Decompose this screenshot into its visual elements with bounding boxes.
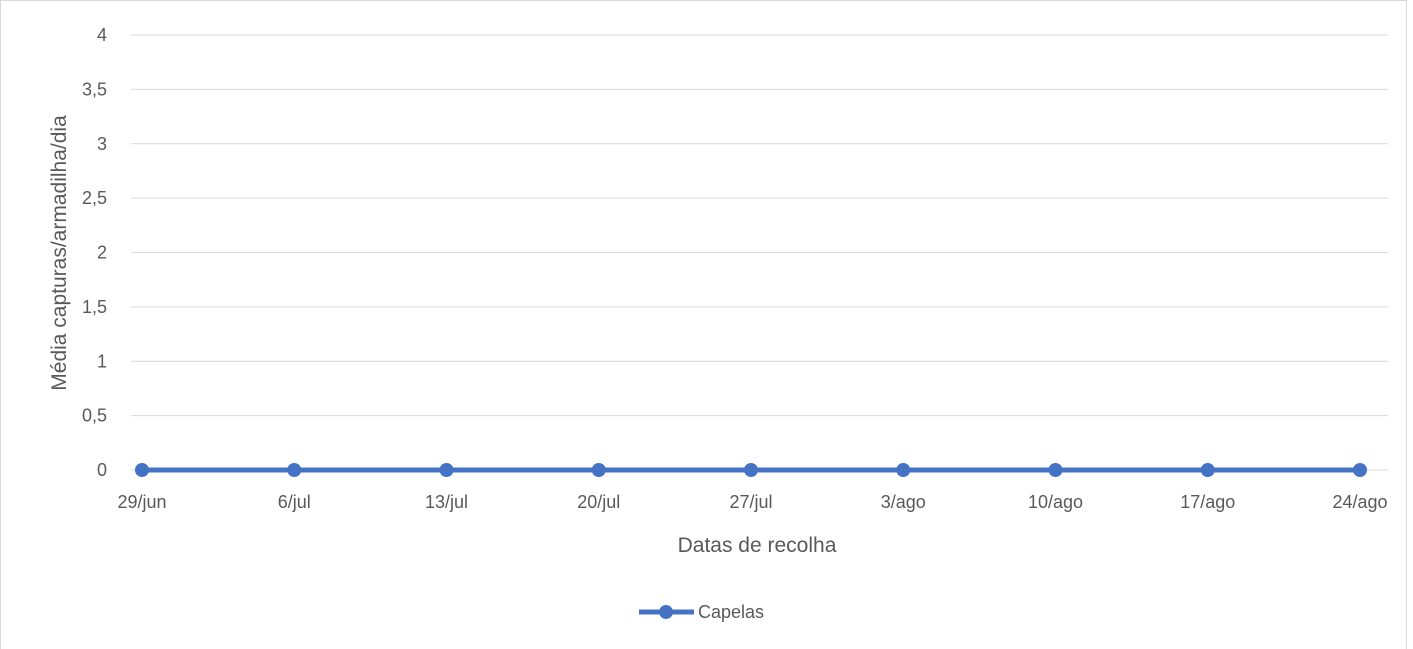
y-tick-label: 2,5: [82, 188, 107, 208]
legend-dot-marker: [659, 605, 673, 619]
x-tick-label: 6/jul: [278, 492, 311, 512]
y-tick-label: 1: [97, 351, 107, 371]
data-point: [1048, 463, 1063, 477]
data-point: [591, 463, 606, 477]
x-tick-label: 24/ago: [1332, 492, 1387, 512]
x-tick-label: 3/ago: [881, 492, 926, 512]
x-axis-title: Datas de recolha: [678, 534, 837, 557]
y-tick-label: 1,5: [82, 297, 107, 317]
x-tick-label: 29/jun: [117, 492, 166, 512]
x-tick-label: 10/ago: [1028, 492, 1083, 512]
y-axis-tick-labels: 0 0,5 1 1,5 2 2,5 3 3,5 4: [82, 25, 107, 480]
series-layer: [135, 463, 1367, 477]
data-point: [744, 463, 758, 477]
data-point: [287, 463, 302, 477]
data-point: [896, 463, 911, 477]
y-tick-label: 0: [97, 460, 107, 480]
data-point: [1353, 463, 1367, 477]
data-point: [439, 463, 454, 477]
legend: Capelas: [639, 602, 764, 622]
y-tick-label: 0,5: [82, 406, 107, 426]
x-tick-label: 17/ago: [1180, 492, 1235, 512]
legend-label: Capelas: [698, 602, 764, 622]
data-point: [1200, 463, 1215, 477]
y-tick-label: 4: [97, 25, 107, 45]
x-tick-label: 13/jul: [425, 492, 468, 512]
y-tick-label: 3: [97, 134, 107, 154]
y-tick-label: 3,5: [82, 79, 107, 99]
x-axis-tick-labels: 29/jun 6/jul 13/jul 20/jul 27/jul 3/ago 10/ago…: [117, 492, 1387, 512]
gridlines: [131, 34, 1388, 417]
x-tick-label: 27/jul: [729, 492, 772, 512]
x-tick-label: 20/jul: [577, 492, 620, 512]
y-axis-title: Média capturas/armadilha/dia: [48, 115, 71, 391]
data-point: [135, 463, 149, 477]
y-tick-label: 2: [97, 243, 107, 263]
